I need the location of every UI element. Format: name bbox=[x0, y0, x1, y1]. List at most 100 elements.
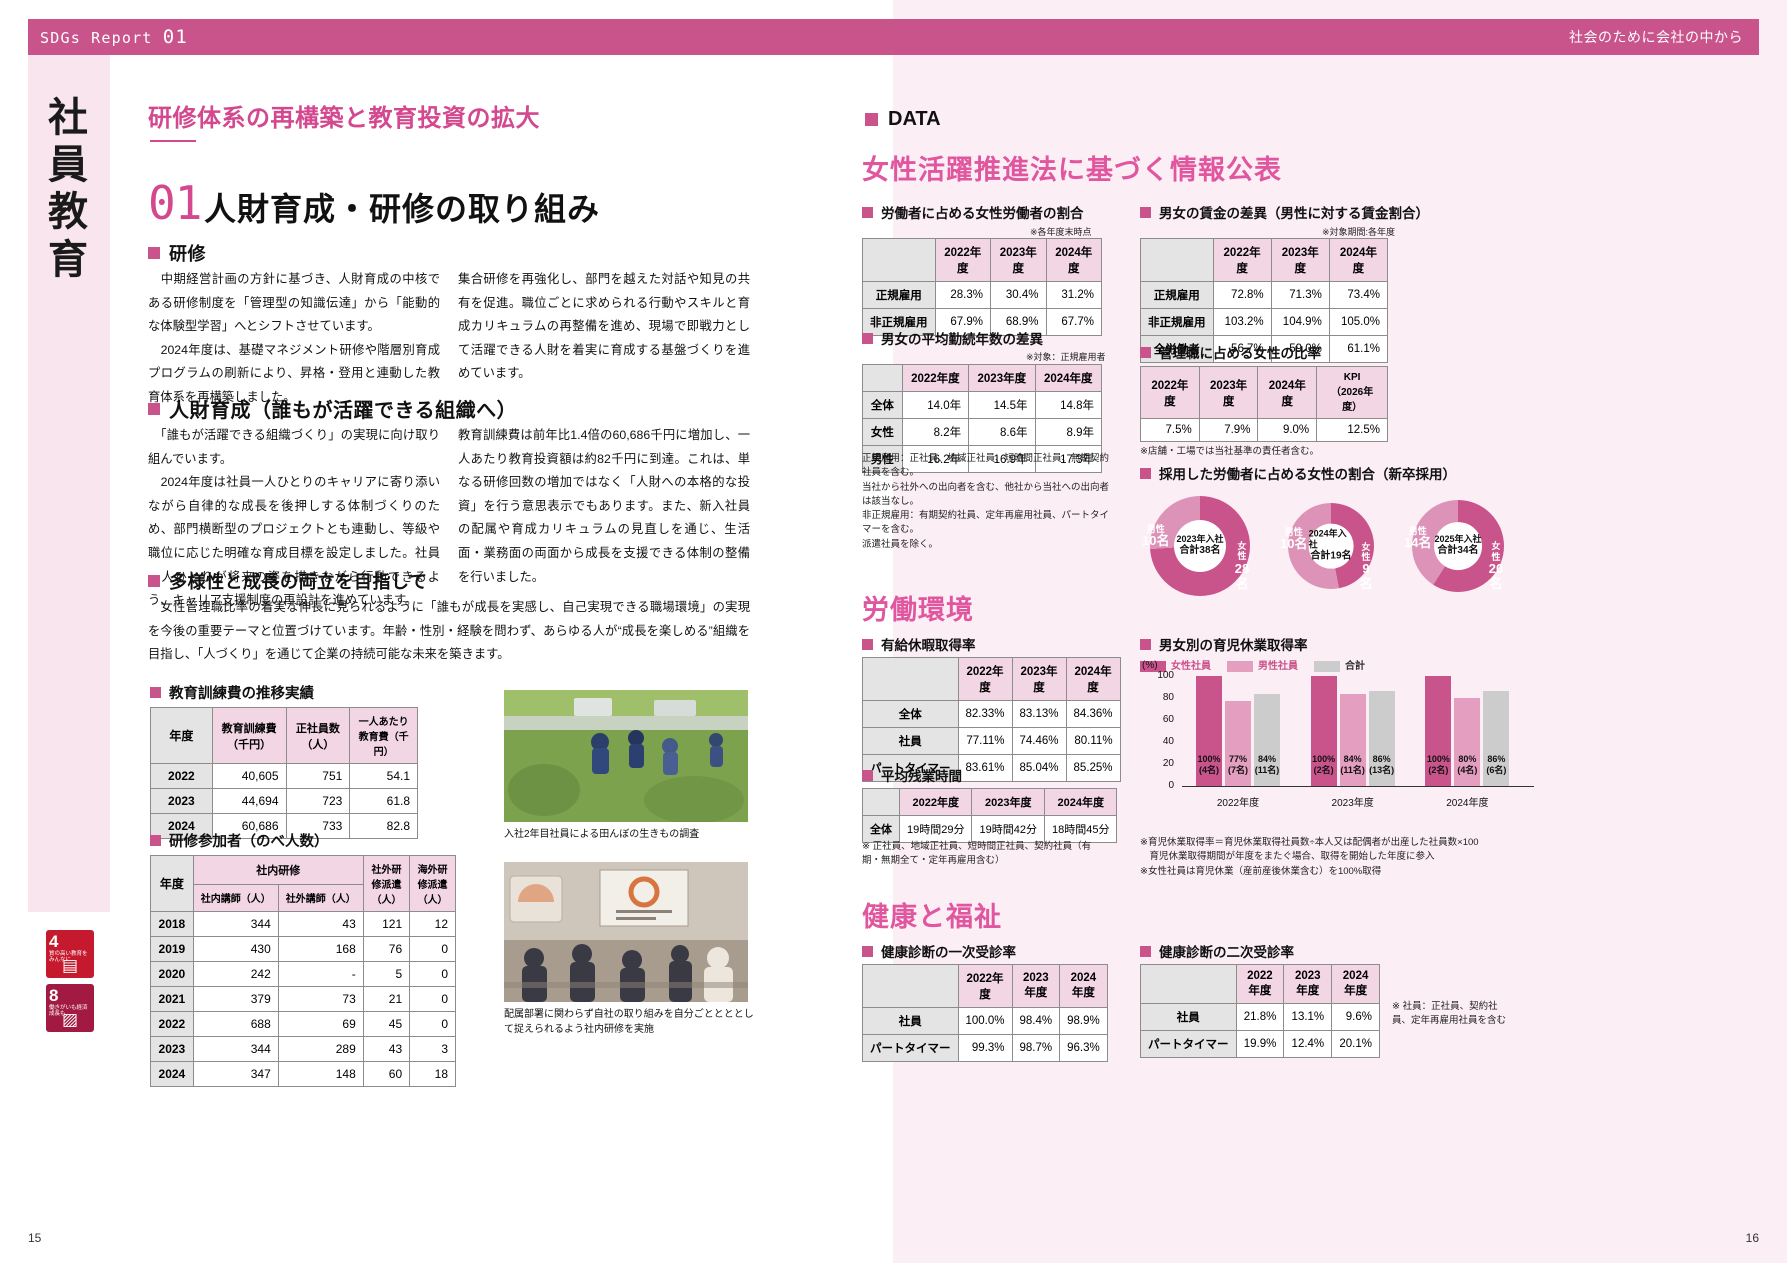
y-tick-label: 100 bbox=[1157, 670, 1174, 681]
row-header: 2022 bbox=[150, 1011, 194, 1037]
cell: 40,605 bbox=[211, 763, 287, 789]
table-row: 2024 347 148 60 18 bbox=[150, 1061, 456, 1087]
sdg-title-4: 質の高い教育をみんなに bbox=[49, 951, 88, 964]
table-health-secondary: 2022年度 2023年度 2024年度 社員 21.8% 13.1% 9.6% パートタイマ… bbox=[1140, 964, 1380, 1058]
row-header: 女性 bbox=[862, 418, 903, 446]
cell: 83.13% bbox=[1011, 700, 1067, 728]
cell: 430 bbox=[192, 936, 279, 962]
table-female-ratio: 2022年度 2023年度 2024年度 正規雇用 28.3% 30.4% 31.2% 非正規… bbox=[862, 238, 1102, 336]
cell: 105.0% bbox=[1328, 308, 1389, 336]
table-manager-ratio: 2022年度 2023年度 2024年度 KPI （2026年度） 7.5% 7.9% 9.… bbox=[1140, 366, 1388, 442]
cell: 19時間29分 bbox=[898, 815, 973, 843]
heading-jinzai: 人財育成（誰もが活躍できる組織へ） bbox=[148, 394, 517, 423]
x-tick-label: 2022年度 bbox=[1216, 798, 1260, 809]
cell: 19時間42分 bbox=[971, 815, 1045, 843]
column-header: 2024年度 bbox=[1257, 366, 1318, 419]
row-header: 2018 bbox=[150, 911, 194, 937]
table-row: 7.5% 7.9% 9.0% 12.5% bbox=[1140, 418, 1388, 442]
cell: 16.9年 bbox=[968, 445, 1036, 473]
x-tick-label: 2024年度 bbox=[1446, 798, 1489, 809]
left-page: SDGs Report 01 社 員 教 育 研修体系の再構築と教育投資の拡大 … bbox=[0, 0, 893, 1263]
donut-year: 2025年入社 bbox=[1434, 534, 1482, 545]
table-row: 社員 77.11% 74.46% 80.11% bbox=[862, 727, 1121, 755]
donut-center-label: 2025年入社 合計34名 bbox=[1434, 522, 1482, 570]
legend-label: 合計 bbox=[1345, 661, 1365, 672]
row-header: 2021 bbox=[150, 986, 194, 1012]
table-row: 非正規雇用 67.9% 68.9% 67.7% bbox=[862, 308, 1102, 336]
table-tenure: 2022年度 2023年度 2024年度 全体 14.0年 14.5年 14.8年 女性 8.2… bbox=[862, 364, 1103, 473]
cell: 18 bbox=[409, 1061, 456, 1087]
donut-ring: 2024年入社 合計19名 bbox=[1288, 503, 1374, 589]
footnote-line: 正規雇用：正社員、地域正社員、短時間正社員、無期契約社員を含む。 bbox=[862, 453, 1110, 479]
cell: 751 bbox=[285, 763, 351, 789]
cell: 379 bbox=[192, 986, 279, 1012]
bar bbox=[1368, 691, 1395, 786]
cell: 9.0% bbox=[1257, 418, 1318, 442]
column-header: 2023年度 bbox=[990, 238, 1047, 282]
cell: 7.5% bbox=[1140, 418, 1200, 442]
column-header bbox=[862, 657, 959, 701]
body-jinzai-col2: 教育訓練費は前年比1.4倍の60,686千円に増加し、一人あたり教育投資額は約8… bbox=[458, 428, 750, 584]
cell: 43 bbox=[362, 1036, 411, 1062]
row-header: 社員 bbox=[862, 1007, 959, 1035]
donut-chart: 2025年入社 合計34名 男性 14名 女性 20名 bbox=[1404, 500, 1504, 592]
footnote-line: 派遣社員を除く。 bbox=[862, 538, 939, 550]
x-axis bbox=[1182, 786, 1534, 787]
footnote-line: 当社から社外への出向者を含む、他社から当社への出向者は該当なし。 bbox=[862, 481, 1110, 507]
table-row: 男性 16.2年 16.9年 17.3年 bbox=[862, 445, 1103, 473]
column-header: 2024年度 bbox=[1059, 964, 1108, 1008]
donut-female-label: 女性 28名 bbox=[1234, 541, 1250, 591]
row-header: 2022 bbox=[150, 763, 213, 789]
table-participants: 年度 社内研修 社外研修派遣 （人） 海外研修派遣 （人） 社内講師（人） 社外… bbox=[150, 855, 456, 1087]
cell: 16.2年 bbox=[901, 445, 970, 473]
column-header: 2023年度 bbox=[1283, 964, 1333, 1004]
table-header-row-sub: 社内講師（人） 社外講師（人） bbox=[151, 883, 456, 913]
donut-year: 2024年入社 bbox=[1308, 528, 1347, 550]
table-row: パートタイマー 99.3% 98.7% 96.3% bbox=[862, 1034, 1108, 1062]
table-row: 女性 8.2年 8.6年 8.9年 bbox=[862, 418, 1103, 446]
note-wage-gap: ※対象期間:各年度 bbox=[1322, 227, 1396, 237]
y-tick-label: 80 bbox=[1162, 692, 1174, 703]
cell: 61.1% bbox=[1328, 335, 1389, 363]
cell: 21 bbox=[362, 986, 411, 1012]
header-bar-left: SDGs Report 01 bbox=[28, 19, 893, 55]
table-row: 2023 44,694 723 61.8 bbox=[150, 788, 418, 814]
table-title-overtime: 平均残業時間 bbox=[862, 765, 962, 785]
column-header: 2024年度 bbox=[1331, 964, 1380, 1004]
donut-male-label: 男性 10名 bbox=[1142, 524, 1170, 549]
th-year: 年度 bbox=[150, 707, 213, 764]
row-header: 全体 bbox=[862, 700, 959, 728]
bar bbox=[1454, 698, 1481, 786]
table-title-manager: 管理職に占める女性の比率 bbox=[1140, 342, 1321, 362]
table-row: 2020 242-5 0 bbox=[150, 961, 456, 987]
donut-female-label: 女性 20名 bbox=[1488, 541, 1504, 592]
legend-swatch bbox=[1314, 660, 1340, 672]
donut-total: 合計34名 bbox=[1437, 545, 1479, 557]
column-header: 2024年度 bbox=[1045, 238, 1102, 282]
cell: 61.8 bbox=[349, 788, 418, 814]
row-header: 社員 bbox=[862, 727, 959, 755]
cell: 8.9年 bbox=[1034, 418, 1103, 446]
legend-item: 男性社員 bbox=[1227, 657, 1298, 672]
donut-male-label: 男性 10名 bbox=[1280, 527, 1308, 552]
cell: 723 bbox=[285, 788, 351, 814]
bar bbox=[1254, 693, 1280, 786]
table-row: 2024 60,686 733 82.8 bbox=[150, 813, 418, 839]
table-title-participants: 研修参加者（のべ人数） bbox=[150, 830, 329, 851]
th-internal-lecturer: 社内講師（人） bbox=[192, 883, 279, 913]
photo-rice-field bbox=[504, 690, 748, 822]
column-header: 2024年度 bbox=[1065, 657, 1121, 701]
table-header-row-top: 年度 社内研修 社外研修派遣 （人） 海外研修派遣 （人） bbox=[150, 855, 456, 912]
column-header: 2024年度 bbox=[1034, 364, 1103, 392]
cell: 0 bbox=[409, 936, 456, 962]
note-tenure: ※対象：正規雇用者 bbox=[1026, 352, 1106, 362]
cell: 54.1 bbox=[349, 763, 418, 789]
cell: 20.1% bbox=[1331, 1030, 1380, 1058]
cell: 71.3% bbox=[1270, 281, 1330, 309]
table-overtime: 2022年度 2023年度 2024年度 全体 19時間29分 19時間42分 18時間45… bbox=[862, 788, 1118, 843]
header-tagline: 社会のために会社の中から bbox=[1569, 29, 1743, 45]
row-header: 正規雇用 bbox=[862, 281, 936, 309]
cell: 45 bbox=[362, 1011, 411, 1037]
table-header-row: 2022年度 2023年度 2024年度 bbox=[862, 657, 1121, 701]
bar-chart-childcare: 100 80 60 40 20 0 (%) 100% (4名) 77% (7名) 84% (11名… bbox=[1140, 660, 1540, 821]
